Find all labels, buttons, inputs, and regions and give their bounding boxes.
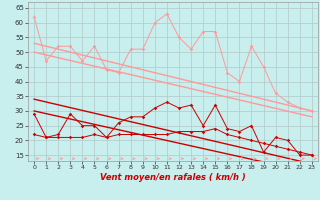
X-axis label: Vent moyen/en rafales ( km/h ): Vent moyen/en rafales ( km/h ) (100, 173, 246, 182)
